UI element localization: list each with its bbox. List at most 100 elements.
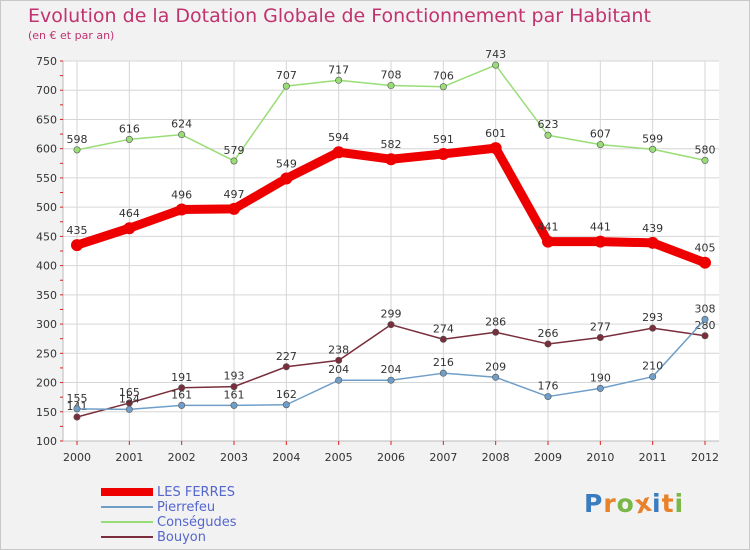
data-label-bouyon: 280 xyxy=(695,319,716,332)
data-point-les-ferres xyxy=(228,202,240,215)
logo-letter: i xyxy=(652,489,662,518)
data-point-pierrefeu xyxy=(387,376,395,384)
data-point-les-ferres xyxy=(437,147,450,160)
y-tick-label: 550 xyxy=(36,172,57,185)
legend-label: Pierrefeu xyxy=(157,500,216,515)
y-tick-label: 300 xyxy=(36,318,57,331)
data-point-les-ferres xyxy=(594,235,607,248)
data-point-pierrefeu xyxy=(492,373,500,381)
data-label-bouyon: 293 xyxy=(642,311,663,324)
y-tick-label: 100 xyxy=(36,435,57,448)
data-point-cons-gudes xyxy=(282,82,290,90)
data-point-bouyon xyxy=(492,328,500,336)
data-point-bouyon xyxy=(387,321,395,329)
data-label-cons-gudes: 707 xyxy=(276,69,297,82)
legend-label: Bouyon xyxy=(157,530,206,545)
data-point-bouyon xyxy=(230,383,238,391)
data-label-bouyon: 274 xyxy=(433,322,454,335)
data-point-bouyon xyxy=(282,363,290,371)
legend-swatch xyxy=(101,536,153,538)
data-point-cons-gudes xyxy=(544,131,552,139)
data-label-les-ferres: 497 xyxy=(224,188,245,201)
x-tick-label: 2006 xyxy=(377,451,405,464)
x-tick-label: 2003 xyxy=(220,451,248,464)
data-label-cons-gudes: 607 xyxy=(590,128,611,141)
logo-letter: t xyxy=(661,489,675,518)
data-label-cons-gudes: 708 xyxy=(381,69,402,82)
data-label-pierrefeu: 204 xyxy=(381,363,402,376)
data-point-pierrefeu xyxy=(335,376,343,384)
data-point-les-ferres xyxy=(385,153,397,166)
data-label-bouyon: 266 xyxy=(538,327,559,340)
data-point-pierrefeu xyxy=(544,393,552,401)
data-point-les-ferres xyxy=(699,256,711,269)
y-tick-label: 500 xyxy=(36,201,57,214)
logo-letter: o xyxy=(616,489,635,518)
data-point-pierrefeu xyxy=(596,384,604,392)
x-tick-label: 2012 xyxy=(691,451,719,464)
x-tick-label: 2007 xyxy=(429,451,457,464)
data-point-cons-gudes xyxy=(178,131,186,139)
data-point-pierrefeu xyxy=(439,369,447,377)
data-point-bouyon xyxy=(73,413,81,421)
data-label-les-ferres: 441 xyxy=(590,221,611,234)
x-tick-label: 2001 xyxy=(115,451,143,464)
data-label-pierrefeu: 154 xyxy=(119,392,140,405)
data-point-pierrefeu xyxy=(178,401,186,409)
data-label-bouyon: 165 xyxy=(119,386,140,399)
data-point-les-ferres xyxy=(542,235,554,248)
data-label-pierrefeu: 162 xyxy=(276,388,297,401)
y-tick-label: 450 xyxy=(36,230,57,243)
data-point-bouyon xyxy=(544,340,552,348)
y-tick-label: 400 xyxy=(36,260,57,273)
data-point-cons-gudes xyxy=(492,61,500,69)
data-point-pierrefeu xyxy=(282,401,290,409)
data-label-bouyon: 191 xyxy=(171,371,192,384)
chart-title: Evolution de la Dotation Globale de Fonc… xyxy=(28,5,651,27)
x-tick-label: 2002 xyxy=(168,451,196,464)
data-label-pierrefeu: 210 xyxy=(642,360,663,373)
data-label-les-ferres: 435 xyxy=(67,224,88,237)
data-label-cons-gudes: 616 xyxy=(119,122,140,135)
data-label-les-ferres: 594 xyxy=(328,131,349,144)
data-point-bouyon xyxy=(649,324,657,332)
proxiti-logo: Proxiti xyxy=(584,488,685,520)
y-tick-label: 250 xyxy=(36,347,57,360)
data-label-cons-gudes: 579 xyxy=(224,144,245,157)
y-tick-label: 750 xyxy=(36,55,57,68)
data-label-les-ferres: 591 xyxy=(433,133,454,146)
y-tick-label: 600 xyxy=(36,143,57,156)
data-point-cons-gudes xyxy=(439,83,447,91)
data-point-cons-gudes xyxy=(335,76,343,84)
data-label-pierrefeu: 204 xyxy=(328,363,349,376)
data-point-les-ferres xyxy=(646,236,659,249)
logo-letter: i xyxy=(674,489,685,518)
data-point-pierrefeu xyxy=(73,405,81,413)
data-point-bouyon xyxy=(335,356,343,364)
y-tick-label: 700 xyxy=(36,84,57,97)
data-label-pierrefeu: 190 xyxy=(590,371,611,384)
legend-label: Conségudes xyxy=(157,515,237,530)
y-tick-label: 200 xyxy=(36,377,57,390)
data-label-pierrefeu: 308 xyxy=(695,302,716,315)
x-tick-label: 2009 xyxy=(534,451,562,464)
data-point-les-ferres xyxy=(71,239,83,252)
data-point-cons-gudes xyxy=(596,141,604,149)
legend-label: LES FERRES xyxy=(157,485,236,500)
data-point-cons-gudes xyxy=(701,156,709,164)
logo-letter: r xyxy=(603,489,617,518)
data-label-les-ferres: 496 xyxy=(171,188,192,201)
data-point-pierrefeu xyxy=(125,405,133,413)
data-label-les-ferres: 441 xyxy=(538,221,559,234)
data-label-cons-gudes: 598 xyxy=(67,133,88,146)
x-tick-label: 2000 xyxy=(63,451,91,464)
data-label-bouyon: 193 xyxy=(224,370,245,383)
data-label-les-ferres: 464 xyxy=(119,207,140,220)
legend-swatch xyxy=(101,488,153,496)
data-point-bouyon xyxy=(178,384,186,392)
data-point-pierrefeu xyxy=(230,401,238,409)
data-label-cons-gudes: 706 xyxy=(433,70,454,83)
data-label-bouyon: 277 xyxy=(590,321,611,334)
